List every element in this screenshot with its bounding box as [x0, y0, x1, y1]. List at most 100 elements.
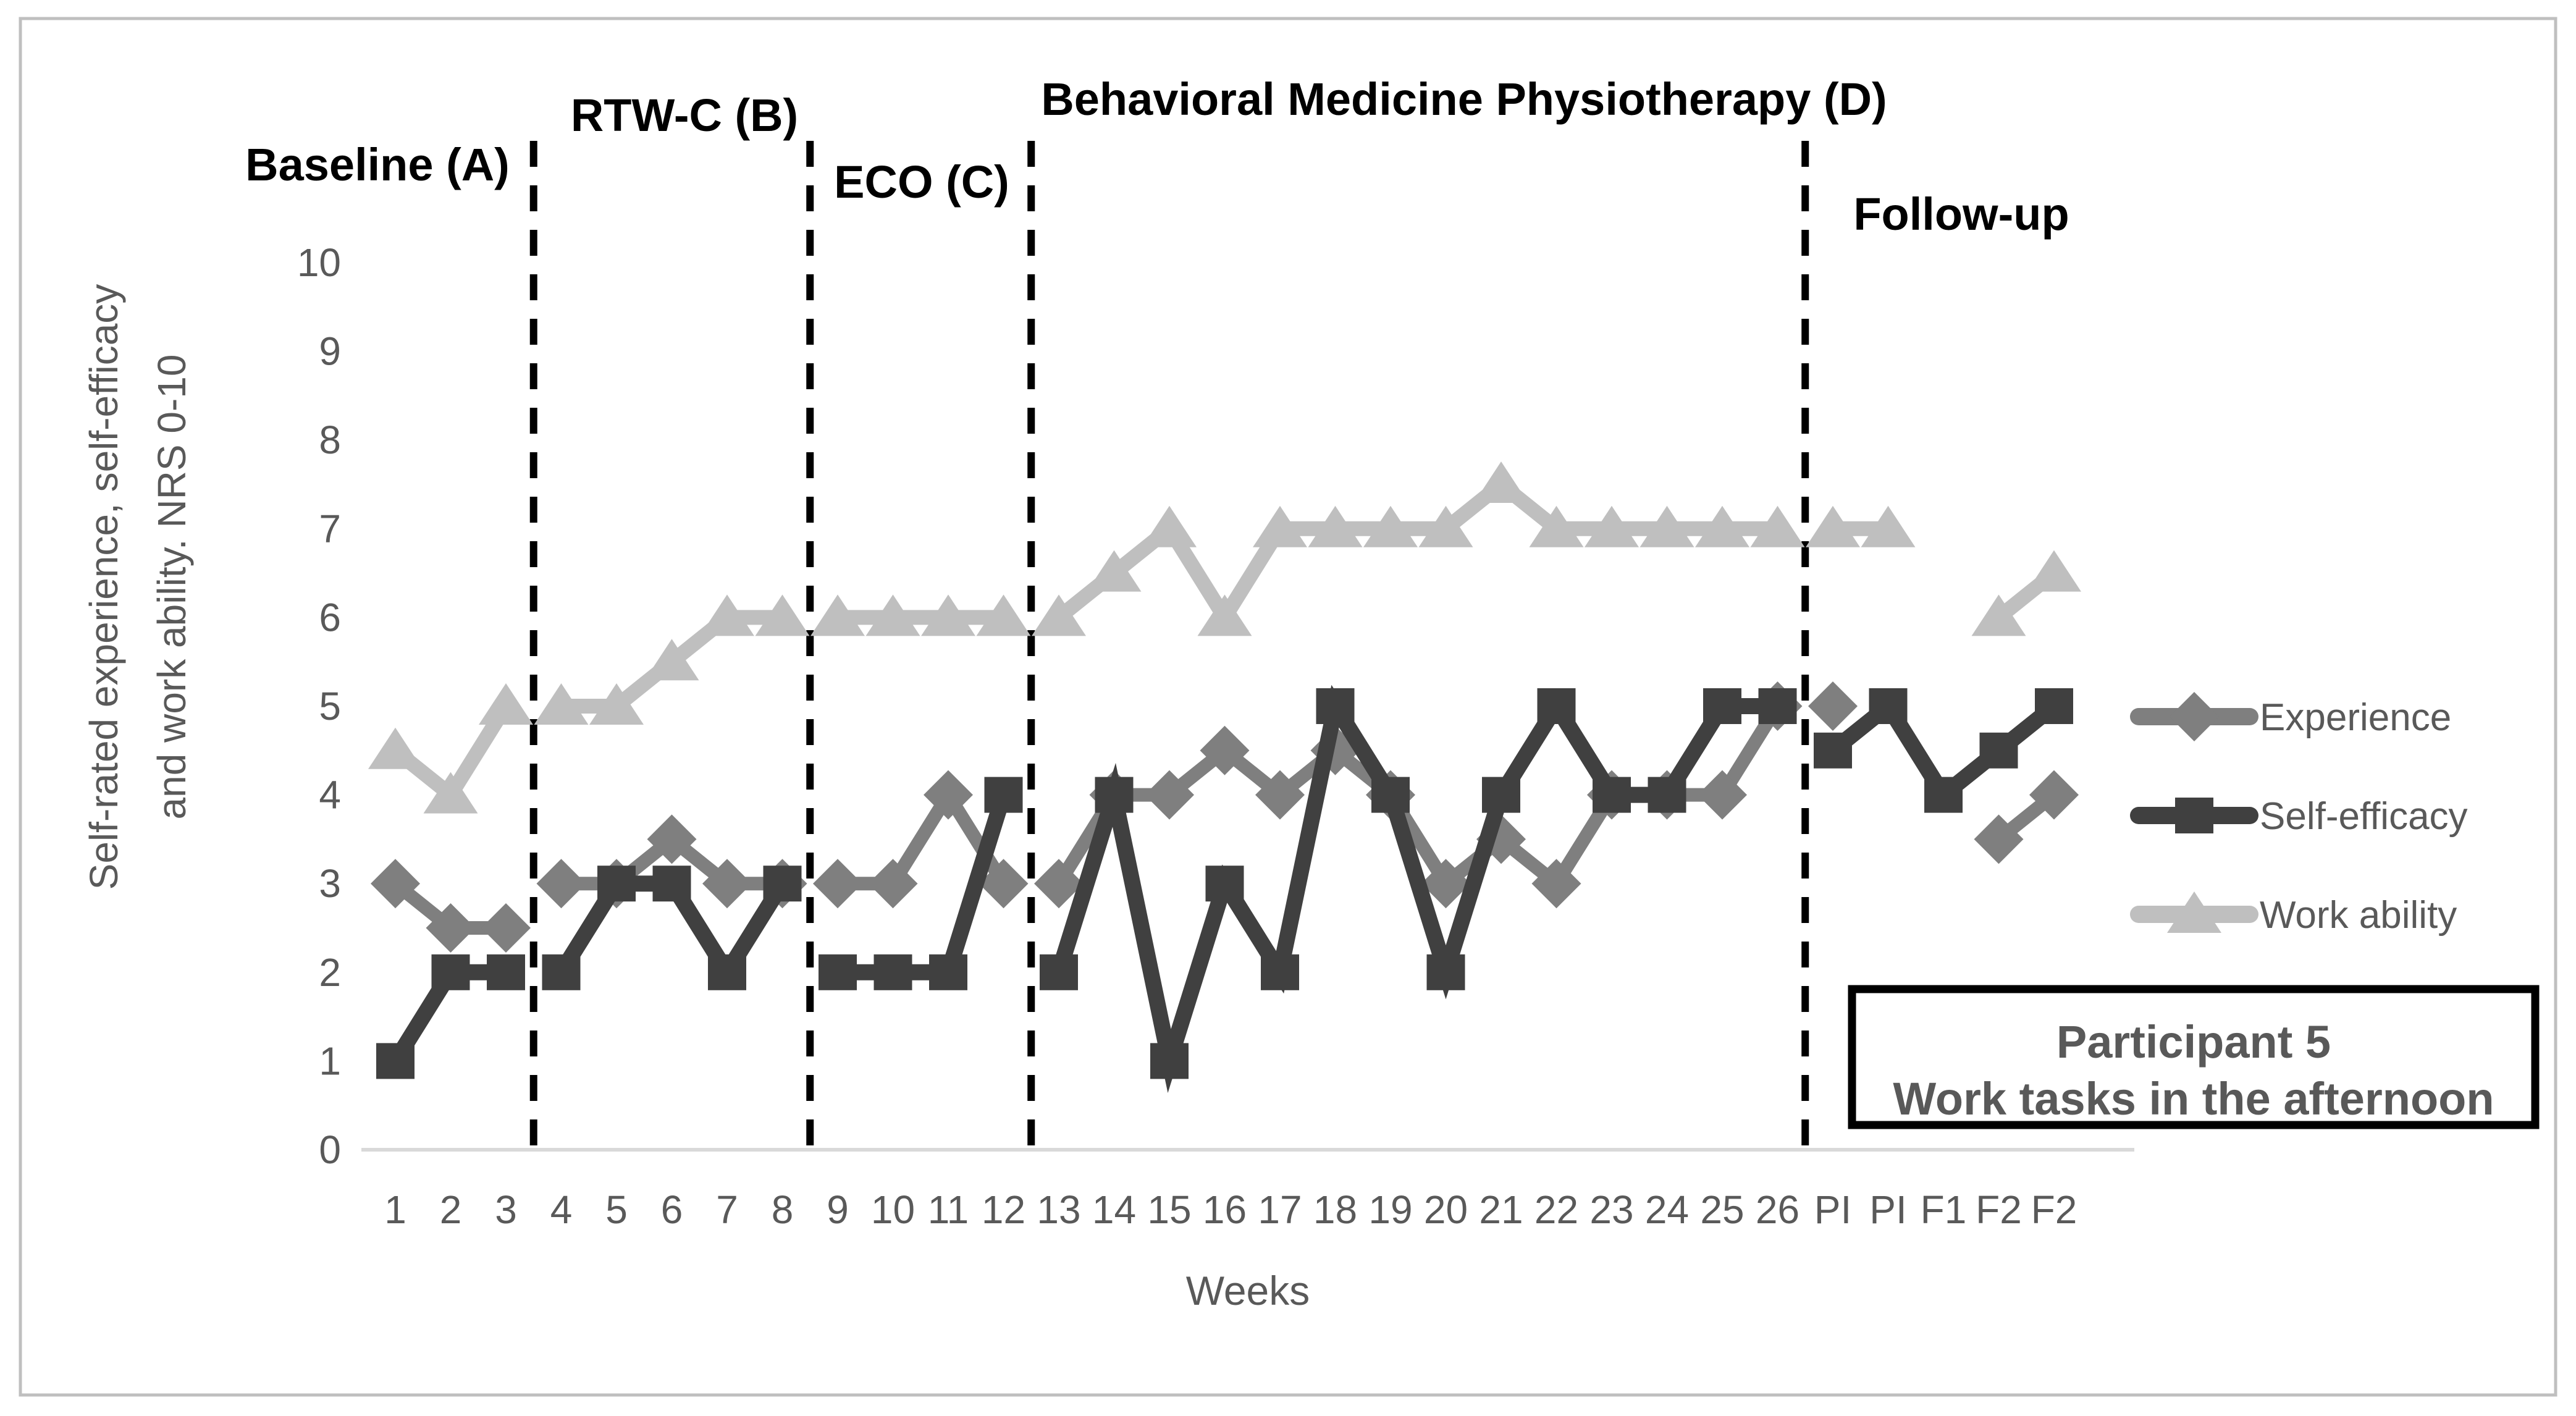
phase-label-rtwc: RTW-C (B) — [571, 90, 798, 141]
triangle-marker — [423, 772, 478, 814]
square-marker — [1482, 777, 1520, 813]
square-marker — [487, 954, 525, 990]
x-tick-label: 5 — [605, 1187, 628, 1232]
x-tick-label: F2 — [1976, 1187, 2022, 1232]
square-marker — [1150, 1043, 1189, 1079]
x-tick-label: F1 — [1921, 1187, 1967, 1232]
triangle-marker — [921, 594, 975, 636]
square-marker — [1371, 777, 1410, 813]
square-marker — [1648, 777, 1686, 813]
legend-diamond-icon — [2170, 692, 2219, 741]
triangle-marker — [810, 594, 865, 636]
diamond-marker — [1145, 770, 1194, 820]
diamond-marker — [2029, 770, 2079, 820]
diamond-marker — [1200, 725, 1250, 775]
square-marker — [597, 866, 636, 902]
annotation-box: Participant 5 Work tasks in the afternoo… — [1848, 985, 2540, 1129]
diamond-marker — [1034, 859, 1084, 909]
square-marker — [1758, 688, 1797, 724]
triangle-marker — [755, 594, 810, 636]
diamond-marker — [481, 903, 531, 953]
diamond-marker — [1974, 814, 2024, 864]
diamond-marker — [979, 859, 1029, 909]
triangle-marker — [1750, 505, 1805, 547]
legend-item-work-ability: Work ability — [2130, 891, 2457, 937]
phase-label-bmp: Behavioral Medicine Physiotherapy (D) — [1041, 74, 1887, 125]
x-tick-label: 2 — [440, 1187, 462, 1232]
triangle-marker — [1418, 505, 1473, 547]
x-tick-label: 21 — [1479, 1187, 1523, 1232]
x-tick-label: F2 — [2031, 1187, 2077, 1232]
triangle-marker — [589, 683, 644, 725]
legend-item-self-efficacy: Self-efficacy — [2130, 795, 2468, 838]
diamond-marker — [1255, 770, 1305, 820]
x-tick-label: 19 — [1368, 1187, 1412, 1232]
phase-label-followup: Follow-up — [1853, 188, 2069, 240]
x-axis-title: Weeks — [1186, 1268, 1310, 1313]
square-marker — [1869, 688, 1908, 724]
diamond-marker — [1808, 681, 1858, 731]
triangle-marker — [368, 727, 423, 769]
figure-border — [19, 17, 2557, 1397]
triangle-marker — [1032, 594, 1086, 636]
diamond-marker — [647, 814, 697, 864]
legend-square-icon — [2175, 798, 2213, 833]
triangle-marker — [1806, 505, 1860, 547]
legend-item-experience: Experience — [2130, 692, 2451, 741]
diamond-marker — [536, 859, 586, 909]
x-tick-label: 12 — [982, 1187, 1025, 1232]
x-tick-label: 6 — [661, 1187, 683, 1232]
triangle-marker — [865, 594, 920, 636]
y-tick-label: 1 — [319, 1039, 341, 1083]
x-tick-label: 7 — [716, 1187, 738, 1232]
diamond-marker — [371, 859, 420, 909]
x-tick-label: 4 — [550, 1187, 573, 1232]
y-tick-label: 8 — [319, 418, 341, 462]
x-tick-label: 10 — [871, 1187, 915, 1232]
series-line — [838, 792, 1011, 980]
square-marker — [652, 866, 691, 902]
triangle-marker — [1529, 505, 1584, 547]
phase-label-eco: ECO (C) — [834, 156, 1009, 208]
series-work-ability — [368, 461, 2081, 814]
square-marker — [819, 954, 857, 990]
x-tick-label: 18 — [1313, 1187, 1357, 1232]
triangle-marker — [1197, 594, 1252, 636]
triangle-marker — [1087, 550, 1142, 592]
x-tick-label: 9 — [827, 1187, 849, 1232]
triangle-marker — [1971, 594, 2026, 636]
legend-label: Work ability — [2260, 894, 2457, 937]
x-tick-label: 17 — [1258, 1187, 1302, 1232]
phase-label-baseline: Baseline (A) — [245, 139, 510, 190]
legend-label: Self-efficacy — [2260, 795, 2468, 838]
series-self-efficacy — [376, 685, 2073, 1094]
x-tick-label: 16 — [1203, 1187, 1247, 1232]
x-tick-label: 14 — [1092, 1187, 1136, 1232]
y-tick-label: 0 — [319, 1127, 341, 1172]
x-tick-label: 1 — [384, 1187, 406, 1232]
x-tick-label: 13 — [1037, 1187, 1080, 1232]
x-tick-label: 15 — [1147, 1187, 1191, 1232]
triangle-marker — [1474, 461, 1528, 503]
y-tick-label: 2 — [319, 950, 341, 995]
triangle-marker — [644, 639, 699, 681]
diamond-marker — [868, 859, 918, 909]
diamond-marker — [426, 903, 476, 953]
square-marker — [1261, 954, 1299, 990]
square-marker — [1814, 732, 1852, 769]
x-tick-label: 11 — [928, 1187, 969, 1232]
y-axis-title-line1: Self-rated experience, self-efficacy — [82, 284, 126, 890]
legend-triangle-icon — [2167, 891, 2221, 933]
y-tick-label: 4 — [319, 773, 341, 817]
y-tick-label: 9 — [319, 329, 341, 374]
triangle-marker — [1363, 505, 1418, 547]
square-marker — [984, 777, 1023, 813]
square-marker — [1593, 777, 1631, 813]
triangle-marker — [976, 594, 1031, 636]
triangle-marker — [1639, 505, 1694, 547]
triangle-marker — [1585, 505, 1639, 547]
square-marker — [1040, 954, 1078, 990]
triangle-marker — [1253, 505, 1307, 547]
